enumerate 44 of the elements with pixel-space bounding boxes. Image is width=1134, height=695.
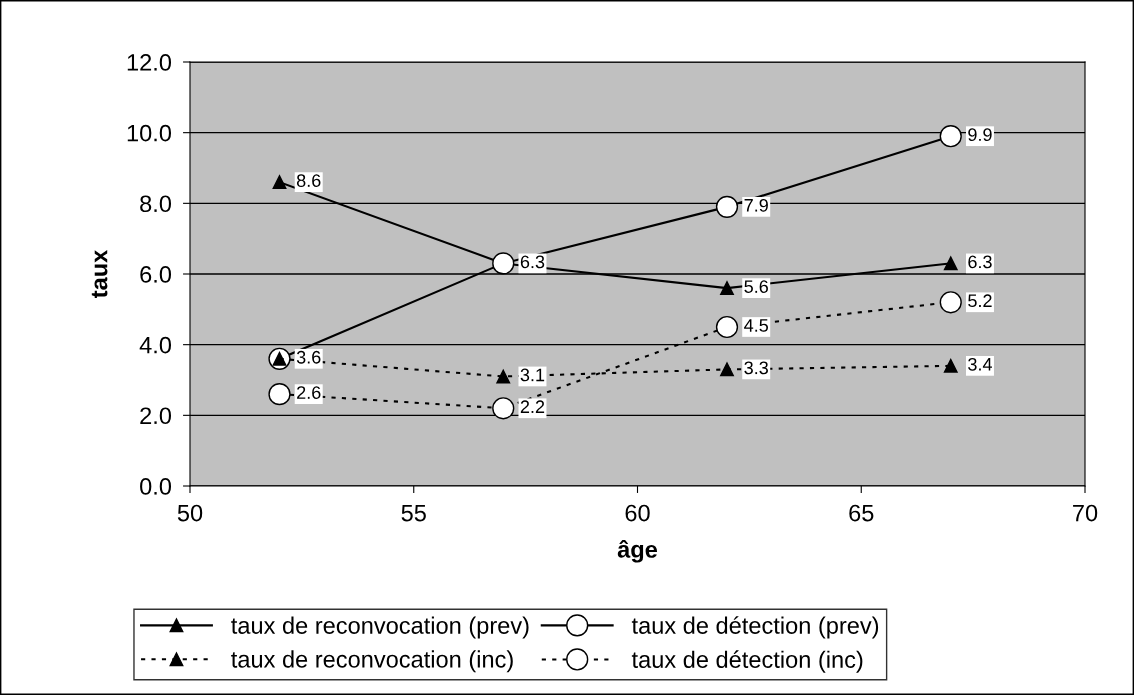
point xyxy=(939,125,962,148)
y-axis-title: taux xyxy=(91,249,108,298)
y-tick-label: 4.0 xyxy=(139,336,172,354)
legend-label: taux de détection (prev) xyxy=(631,616,879,639)
x-axis-title: âge xyxy=(617,539,658,563)
data-label: 7.9 xyxy=(744,198,768,212)
data-label: 3.6 xyxy=(296,350,321,364)
point xyxy=(715,315,739,339)
y-tick-label: 8.0 xyxy=(140,195,172,213)
point xyxy=(715,195,739,218)
y-tick-label: 6.0 xyxy=(140,266,172,283)
x-tick-label: 65 xyxy=(849,504,874,522)
point xyxy=(943,358,958,373)
point xyxy=(272,175,287,190)
point xyxy=(720,281,734,296)
data-label: 3.1 xyxy=(520,368,545,382)
point xyxy=(496,369,511,384)
data-label: 3.4 xyxy=(968,357,992,371)
x-tick-label: 50 xyxy=(177,504,203,522)
x-tick-label: 70 xyxy=(1073,504,1098,522)
point xyxy=(939,291,962,314)
point xyxy=(268,383,291,406)
y-tick-label: 10.0 xyxy=(127,124,172,142)
x-tick-label: 55 xyxy=(401,504,426,522)
y-tick-label: 0.0 xyxy=(140,478,172,495)
data-label: 4.5 xyxy=(744,319,769,332)
point xyxy=(720,362,734,377)
data-label: 3.3 xyxy=(744,361,768,375)
data-label: 6.3 xyxy=(520,255,545,269)
legend-label: taux de reconvocation (inc) xyxy=(231,650,513,673)
y-tick-label: 12.0 xyxy=(127,54,172,71)
data-label: 2.6 xyxy=(297,386,321,399)
data-label: 9.9 xyxy=(968,128,992,142)
legend-label: taux de détection (inc) xyxy=(631,650,863,673)
data-label: 2.2 xyxy=(520,400,545,413)
data-label: 5.6 xyxy=(744,280,768,293)
x-tick-label: 60 xyxy=(625,504,650,522)
legend-label: taux de reconvocation (prev) xyxy=(231,616,529,639)
data-label: 8.6 xyxy=(296,174,321,187)
data-label: 6.3 xyxy=(968,255,992,269)
point xyxy=(492,397,515,420)
y-tick-label: 2.0 xyxy=(140,407,172,425)
data-label: 5.2 xyxy=(968,294,992,308)
point xyxy=(943,256,958,271)
